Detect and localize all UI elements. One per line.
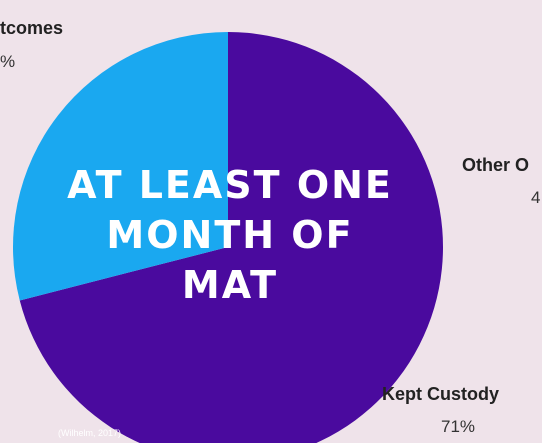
- pie-slice-0: [19, 32, 443, 443]
- partial-outcomes-label: tcomes: [0, 18, 64, 38]
- other-outcomes-value: 4: [531, 188, 541, 207]
- kept-custody-value: 71%: [441, 417, 476, 436]
- center-title-line-1: AT LEAST ONE: [67, 163, 393, 207]
- partial-outcomes-value: %: [0, 52, 16, 71]
- other-outcomes-label: Other O: [462, 155, 530, 175]
- center-title-line-3: MAT: [181, 263, 279, 307]
- center-title: AT LEAST ONE MONTH OF MAT: [40, 160, 420, 310]
- pie-slice-1: [12, 32, 229, 301]
- kept-custody-label: Kept Custody: [382, 384, 499, 404]
- citation: (Wilhelm, 2017): [58, 428, 122, 438]
- center-title-line-2: MONTH OF: [106, 213, 354, 257]
